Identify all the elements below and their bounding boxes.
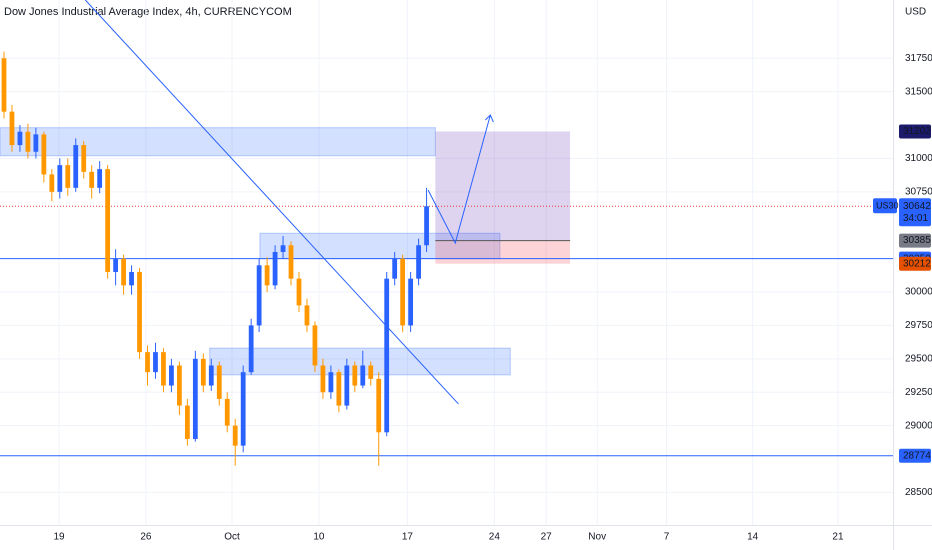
x-tick-label: 7 [664,532,670,543]
price-tag [899,448,931,463]
candle-body [25,131,31,152]
y-tick-label: 31750 [905,53,932,64]
candle-body [184,405,190,439]
y-tick-label: 29000 [905,420,932,431]
x-tick-label: Oct [224,532,240,543]
candle-body [360,365,366,386]
candle-body [65,165,71,188]
candle-body [288,245,294,279]
candle-body [161,352,166,386]
candle-body [384,278,390,433]
candle-body [320,365,326,393]
x-tick-label: 17 [402,532,414,543]
candle-body [408,278,414,326]
candle-body [9,111,15,146]
y-tick-label: 30000 [905,287,932,298]
candle-body [105,169,111,272]
position-stop [435,240,571,264]
candle-body [41,134,47,175]
candle-body [192,358,198,439]
x-tick-label: 27 [541,532,553,543]
candle-body [352,365,358,386]
y-tick-label: 31500 [905,86,932,97]
x-tick-label: 19 [53,532,65,543]
position-target [435,131,571,241]
y-tick-label: 29750 [905,320,932,331]
x-tick-label: 24 [489,532,501,543]
candle-body [280,245,286,252]
candle-body [1,58,7,112]
candle-body [137,271,142,353]
candle-body [113,258,119,272]
y-tick-label: 31000 [905,153,932,164]
candle-body [200,358,206,386]
zone [0,127,436,157]
candle-body [424,206,429,246]
candle-body [304,305,310,326]
chart-title: Dow Jones Industrial Average Index, 4h, … [4,6,292,18]
candle-body [177,365,182,406]
y-tick-label: 29250 [905,387,932,398]
price-tag [899,124,931,139]
symbol-label: US30 [876,201,899,211]
price-tag [899,233,931,248]
y-tick-label: 29500 [905,353,932,364]
candle-body [73,145,79,188]
y-tick-label: 30750 [905,186,932,197]
candle-body [344,365,350,406]
candle-body [208,365,214,386]
projection [427,114,491,245]
price-tag [899,256,931,271]
y-unit: USD [905,7,926,18]
candle-body [272,251,278,286]
candle-body [248,325,254,373]
candle-body [169,365,174,386]
trend-line [84,0,459,405]
candle-body [400,258,406,326]
candle-body [328,372,334,393]
candle-body [368,365,374,379]
x-tick-label: Nov [588,532,606,543]
last-price-label: 30642 [903,201,931,212]
x-tick-label: 21 [832,532,844,543]
candle-body [153,352,158,373]
candle-body [17,131,23,146]
candle-body [33,134,39,152]
candle-body [376,378,382,433]
y-tick-label: 28500 [905,487,932,498]
x-tick-label: 14 [747,532,759,543]
price-tag-label: 30385 [903,235,931,246]
price-tag-label: 28774 [903,450,931,461]
countdown: 34:01 [903,213,928,224]
arrow-head [484,114,494,123]
last-price-tag [899,198,931,227]
candle-body [216,365,222,399]
candle-body [129,271,134,286]
candle-body [232,425,238,446]
candle-body [121,258,126,286]
candle-body [49,174,55,192]
candle-body [97,169,103,188]
symbol-tag [873,198,897,214]
candle-body [336,372,342,406]
candle-body [264,265,270,286]
price-tag-label: 30212 [903,258,931,269]
candle-body [81,145,87,172]
candle-body [89,171,95,188]
candle-body [312,325,318,366]
price-tag-label: 31202 [903,126,931,137]
candle-body [256,265,262,326]
candle-body [392,258,398,279]
x-tick-label: 10 [313,532,325,543]
candle-body [57,165,63,192]
candle-body [296,278,302,306]
candle-body [145,352,150,373]
x-tick-label: 26 [140,532,152,543]
candle-body [224,398,230,426]
zone [209,347,511,376]
candle-body [240,372,246,446]
candle-body [416,245,421,279]
